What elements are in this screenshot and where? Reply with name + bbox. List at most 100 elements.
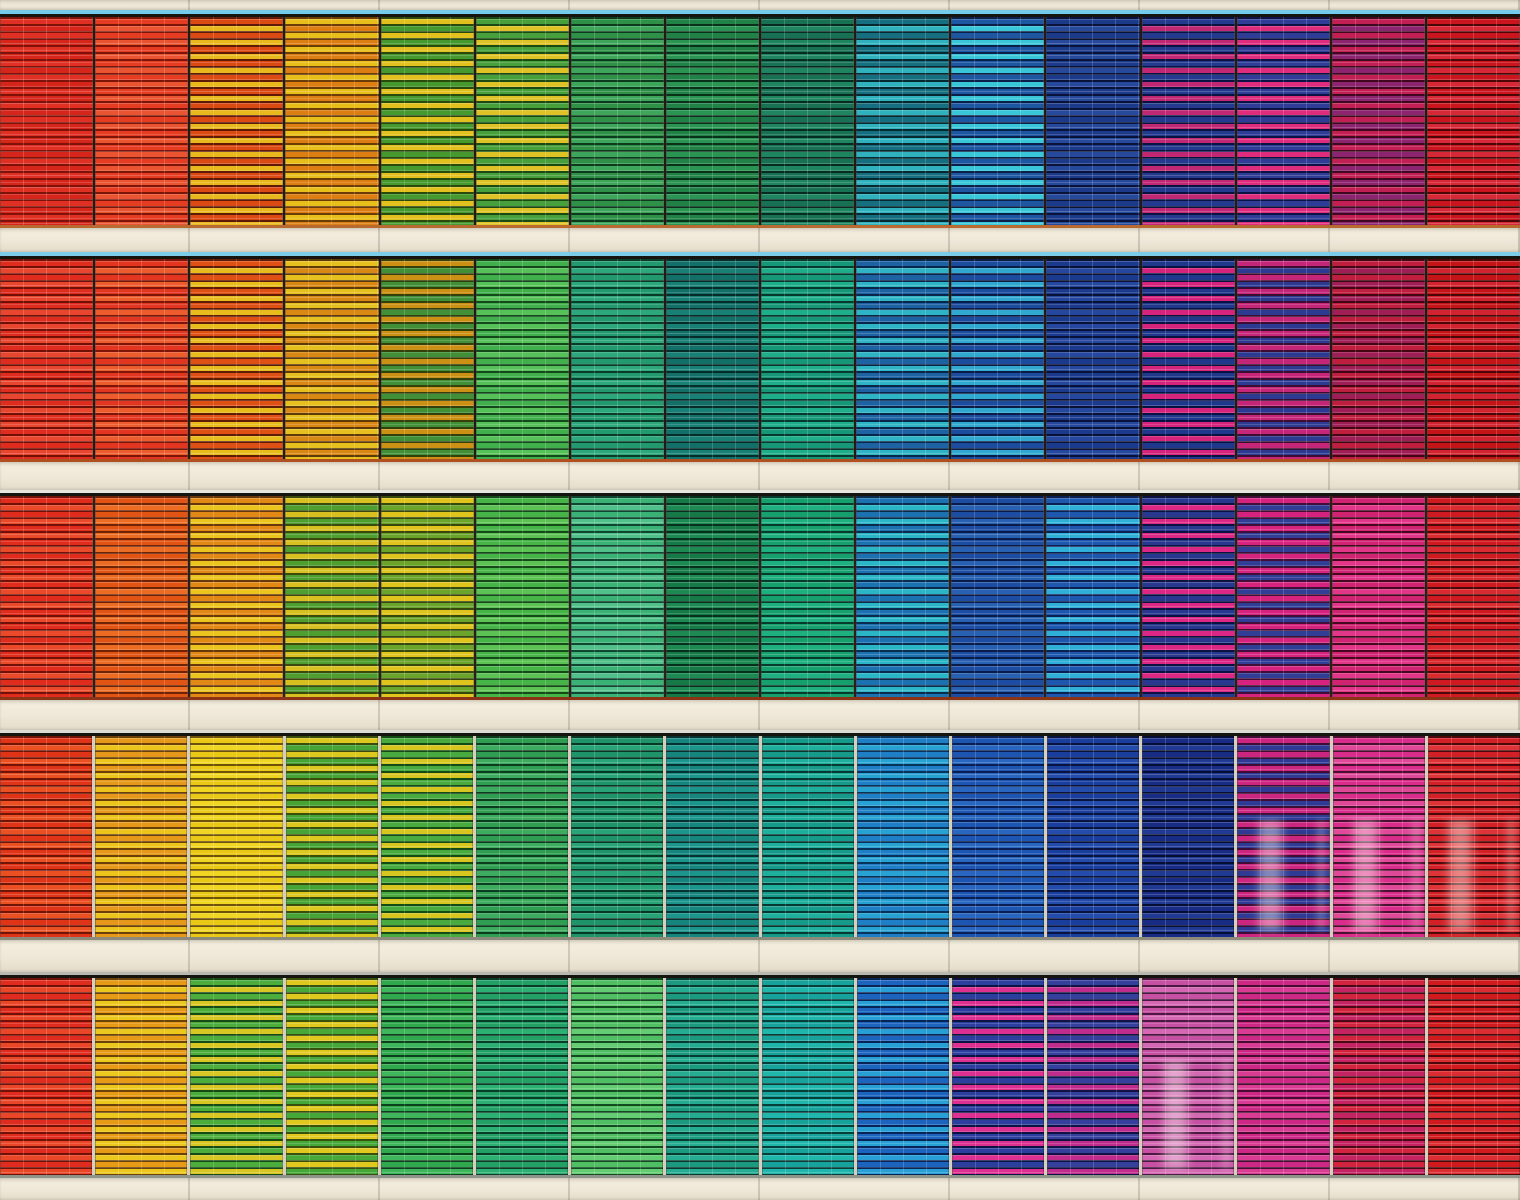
blind-panel-r1-c7 [570, 17, 664, 225]
blind-panel-r2-c13 [1141, 259, 1235, 459]
blind-panel-r4-c2 [95, 736, 188, 937]
blind-panel-r3-c11 [951, 496, 1045, 697]
blind-panel-r1-c15 [1331, 17, 1425, 225]
blind-panel-r1-c10 [856, 17, 950, 225]
row-highlight-line [0, 10, 1520, 14]
row-sill-line [0, 697, 1520, 700]
blind-panel-r4-c5 [380, 736, 473, 937]
blind-panel-r2-c5 [380, 259, 474, 459]
blind-panel-r3-c5 [380, 496, 474, 697]
blind-panel-r3-c13 [1141, 496, 1235, 697]
spandrel-band-3 [0, 700, 1520, 730]
blind-panel-r2-c16 [1426, 259, 1520, 459]
blind-panel-r5-c7 [571, 978, 664, 1175]
blind-panel-r1-c5 [380, 17, 474, 225]
blind-panel-r1-c2 [95, 17, 189, 225]
blind-panel-r5-c8 [666, 978, 759, 1175]
blind-panel-r4-c14 [1237, 736, 1330, 937]
blind-panel-r1-c6 [475, 17, 569, 225]
blind-panel-r4-c7 [571, 736, 664, 937]
blind-panel-r1-c13 [1141, 17, 1235, 225]
row-shadow-line [0, 14, 1520, 17]
blind-panel-r1-c1 [0, 17, 94, 225]
blind-panel-r1-c12 [1046, 17, 1140, 225]
blind-panel-r1-c14 [1236, 17, 1330, 225]
blind-panel-r5-c12 [1047, 978, 1140, 1175]
blind-row-2 [0, 252, 1520, 462]
blind-panel-r4-c16 [1427, 736, 1520, 937]
blind-panel-r4-c15 [1332, 736, 1425, 937]
blind-row-3 [0, 490, 1520, 700]
blind-panel-r5-c2 [95, 978, 188, 1175]
row-shadow-line [0, 256, 1520, 259]
blind-panel-r1-c4 [285, 17, 379, 225]
blind-panel-r2-c9 [761, 259, 855, 459]
blind-panels-track [0, 259, 1520, 459]
row-highlight-line [0, 490, 1520, 493]
blind-panel-r1-c11 [951, 17, 1045, 225]
blind-panel-r5-c6 [475, 978, 569, 1175]
blind-panel-r4-c13 [1142, 736, 1235, 937]
blind-panel-r5-c15 [1332, 978, 1425, 1175]
blind-panel-r4-c3 [190, 736, 283, 937]
blind-panel-r4-c8 [666, 736, 759, 937]
blind-panel-r3-c9 [761, 496, 855, 697]
blind-panel-r4-c4 [285, 736, 378, 937]
blind-panel-r3-c1 [0, 496, 94, 697]
blind-panel-r5-c16 [1427, 978, 1520, 1175]
blind-panel-r1-c3 [190, 17, 284, 225]
blind-panel-r2-c2 [95, 259, 189, 459]
blind-panel-r4-c11 [951, 736, 1045, 937]
blind-panel-r1-c8 [665, 17, 759, 225]
row-sill-line [0, 225, 1520, 228]
blind-panel-r3-c7 [570, 496, 664, 697]
blind-panels-track [0, 978, 1520, 1175]
blind-panel-r3-c2 [95, 496, 189, 697]
blind-panel-r5-c10 [856, 978, 949, 1175]
spandrel-band-2 [0, 462, 1520, 490]
blind-panel-r5-c11 [951, 978, 1045, 1175]
blind-panel-r3-c12 [1046, 496, 1140, 697]
row-shadow-line [0, 733, 1520, 736]
blind-panel-r2-c11 [951, 259, 1045, 459]
blind-panel-r5-c5 [380, 978, 473, 1175]
blind-panel-r3-c14 [1236, 496, 1330, 697]
blind-panel-r5-c3 [190, 978, 283, 1175]
blind-panels-track [0, 17, 1520, 225]
blind-row-4 [0, 730, 1520, 940]
blind-panel-r2-c8 [665, 259, 759, 459]
row-shadow-line [0, 975, 1520, 978]
spandrel-band-4 [0, 940, 1520, 972]
blind-panel-r3-c4 [285, 496, 379, 697]
blind-panels-track [0, 496, 1520, 697]
blind-row-5 [0, 972, 1520, 1178]
blind-panel-r3-c10 [856, 496, 950, 697]
row-shadow-line [0, 493, 1520, 496]
blind-panel-r1-c9 [761, 17, 855, 225]
row-sill-line [0, 937, 1520, 940]
blind-panel-r5-c9 [761, 978, 854, 1175]
blind-panel-r2-c6 [475, 259, 569, 459]
blind-panels-track [0, 736, 1520, 937]
blind-panel-r2-c4 [285, 259, 379, 459]
blind-panel-r2-c10 [856, 259, 950, 459]
blind-panel-r5-c4 [285, 978, 378, 1175]
spandrel-band-1 [0, 228, 1520, 252]
blind-row-1 [0, 10, 1520, 228]
blind-panel-r5-c1 [0, 978, 93, 1175]
row-highlight-line [0, 972, 1520, 975]
blind-panel-r2-c7 [570, 259, 664, 459]
blind-panel-r2-c15 [1331, 259, 1425, 459]
blind-panel-r1-c16 [1426, 17, 1520, 225]
blind-panel-r5-c14 [1237, 978, 1330, 1175]
blind-panel-r5-c13 [1142, 978, 1235, 1175]
blind-panel-r4-c6 [475, 736, 569, 937]
row-sill-line [0, 1175, 1520, 1178]
blind-panel-r4-c10 [856, 736, 949, 937]
blind-panel-r2-c1 [0, 259, 94, 459]
blind-panel-r4-c12 [1047, 736, 1140, 937]
blind-panel-r3-c15 [1331, 496, 1425, 697]
blind-panel-r2-c12 [1046, 259, 1140, 459]
blind-panel-r3-c16 [1426, 496, 1520, 697]
